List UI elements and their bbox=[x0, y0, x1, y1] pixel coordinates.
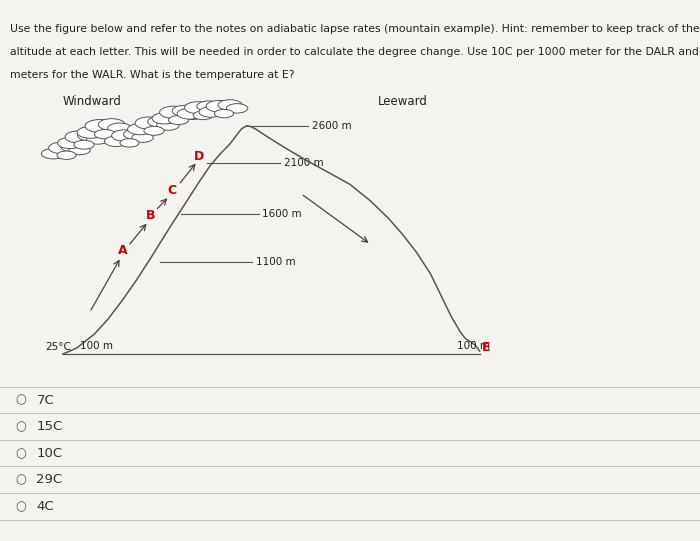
Text: 4C: 4C bbox=[36, 500, 54, 513]
Text: 25°C: 25°C bbox=[46, 342, 71, 353]
Circle shape bbox=[104, 136, 128, 147]
Circle shape bbox=[197, 101, 221, 112]
Circle shape bbox=[206, 105, 228, 115]
Circle shape bbox=[65, 131, 93, 143]
Circle shape bbox=[172, 105, 197, 116]
Circle shape bbox=[127, 123, 153, 135]
Circle shape bbox=[111, 130, 138, 141]
Circle shape bbox=[74, 140, 94, 149]
Text: ○: ○ bbox=[15, 500, 27, 513]
Circle shape bbox=[218, 100, 242, 110]
Text: D: D bbox=[195, 150, 204, 163]
Circle shape bbox=[94, 129, 116, 139]
Circle shape bbox=[193, 111, 213, 120]
Text: meters for the WALR. What is the temperature at E?: meters for the WALR. What is the tempera… bbox=[10, 70, 294, 80]
Text: Windward: Windward bbox=[63, 95, 122, 108]
Text: A: A bbox=[118, 244, 127, 257]
Circle shape bbox=[199, 107, 223, 117]
Text: 10C: 10C bbox=[36, 447, 62, 460]
Circle shape bbox=[132, 133, 153, 142]
Circle shape bbox=[148, 116, 173, 127]
Circle shape bbox=[226, 104, 248, 113]
Circle shape bbox=[49, 142, 75, 154]
Text: C: C bbox=[167, 184, 176, 197]
Text: ○: ○ bbox=[15, 394, 27, 407]
Text: Use the figure below and refer to the notes on adiabatic lapse rates (mountain e: Use the figure below and refer to the no… bbox=[10, 24, 700, 34]
Text: ○: ○ bbox=[15, 420, 27, 433]
Circle shape bbox=[57, 151, 76, 160]
Circle shape bbox=[120, 138, 139, 147]
Circle shape bbox=[57, 137, 83, 149]
Text: 29C: 29C bbox=[36, 473, 62, 486]
Text: ○: ○ bbox=[15, 447, 27, 460]
Circle shape bbox=[181, 109, 204, 120]
Circle shape bbox=[78, 130, 103, 141]
Circle shape bbox=[61, 141, 85, 152]
Circle shape bbox=[87, 134, 109, 144]
Circle shape bbox=[185, 102, 211, 114]
Circle shape bbox=[152, 113, 177, 124]
Circle shape bbox=[77, 127, 104, 138]
Text: Leeward: Leeward bbox=[378, 95, 428, 108]
Circle shape bbox=[135, 117, 163, 129]
Text: 1600 m: 1600 m bbox=[262, 209, 302, 219]
Text: altitude at each letter. This will be needed in order to calculate the degree ch: altitude at each letter. This will be ne… bbox=[10, 47, 700, 57]
Circle shape bbox=[41, 148, 65, 159]
Text: 100 m: 100 m bbox=[80, 341, 113, 351]
Circle shape bbox=[124, 129, 148, 140]
Text: 1100 m: 1100 m bbox=[256, 256, 295, 267]
Circle shape bbox=[157, 120, 179, 130]
Circle shape bbox=[85, 120, 114, 133]
Text: 7C: 7C bbox=[36, 394, 54, 407]
Circle shape bbox=[177, 108, 202, 119]
Circle shape bbox=[214, 109, 234, 118]
Text: 2600 m: 2600 m bbox=[312, 121, 351, 131]
Circle shape bbox=[160, 106, 188, 118]
Circle shape bbox=[69, 146, 90, 155]
Text: 2100 m: 2100 m bbox=[284, 158, 323, 168]
Circle shape bbox=[108, 123, 132, 134]
Text: 100 m: 100 m bbox=[457, 341, 490, 351]
Circle shape bbox=[206, 101, 232, 112]
Text: E: E bbox=[482, 341, 491, 354]
Circle shape bbox=[144, 127, 164, 135]
Circle shape bbox=[169, 116, 188, 124]
Text: B: B bbox=[146, 209, 155, 222]
Circle shape bbox=[98, 118, 125, 130]
Text: 15C: 15C bbox=[36, 420, 63, 433]
Text: ○: ○ bbox=[15, 473, 27, 486]
